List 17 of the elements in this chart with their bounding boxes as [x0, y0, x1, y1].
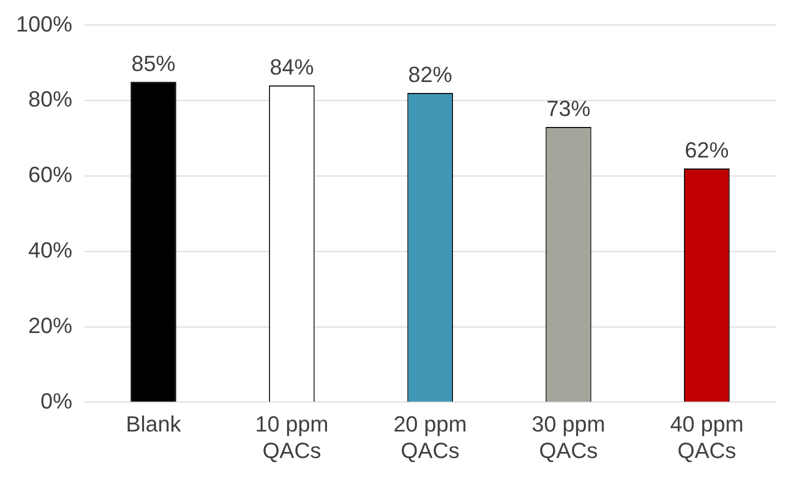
x-tick-label: 10 ppm QACs — [255, 411, 328, 463]
y-tick-label: 60% — [28, 162, 72, 188]
y-tick-label: 80% — [28, 86, 72, 112]
data-label: 73% — [546, 96, 591, 122]
x-tick-label: Blank — [126, 411, 182, 436]
x-tick-label: 30 ppm QACs — [532, 411, 606, 463]
x-tick-label: 40 ppm QACs — [670, 411, 744, 463]
y-tick-label: 100% — [16, 11, 72, 36]
data-label: 84% — [270, 54, 314, 80]
data-label: 62% — [684, 138, 729, 163]
data-label: 85% — [131, 50, 176, 76]
x-tick-label: 20 ppm QACs — [393, 411, 467, 463]
y-tick-label: 0% — [40, 388, 72, 414]
data-label: 82% — [408, 62, 452, 88]
y-tick-label: 40% — [28, 237, 72, 262]
bar — [130, 82, 176, 402]
y-tick-label: 20% — [28, 312, 72, 338]
